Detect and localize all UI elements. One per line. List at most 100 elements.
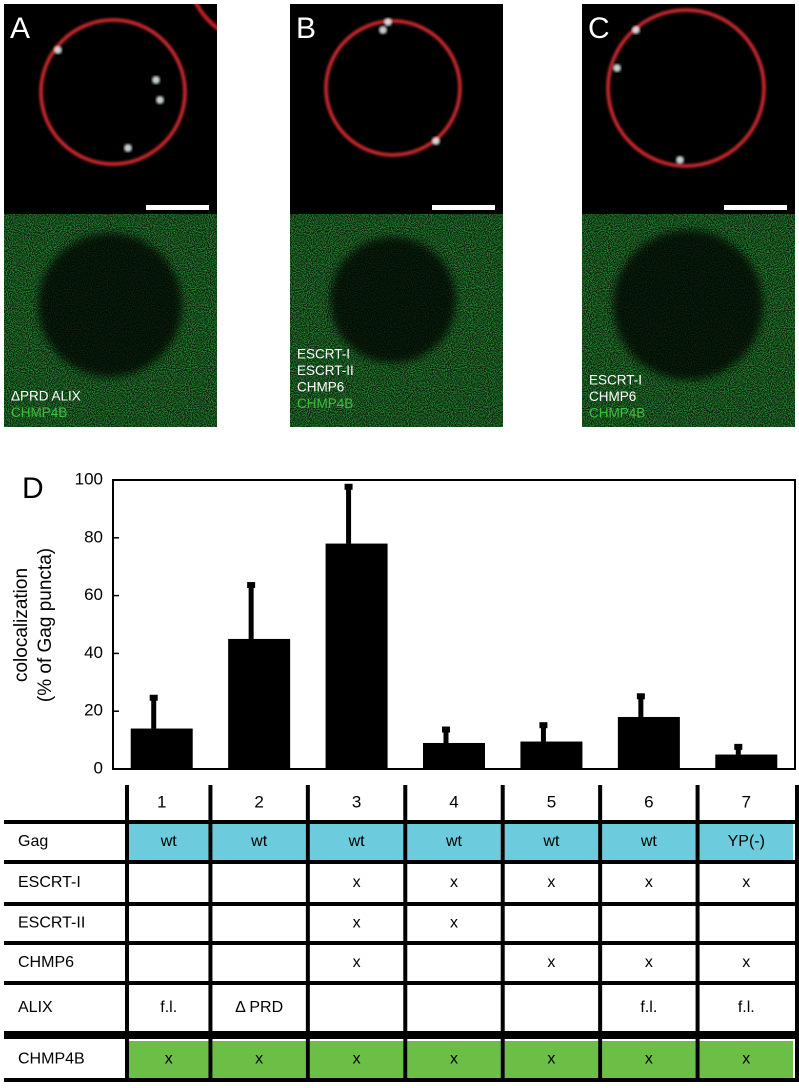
error-cap [149, 694, 158, 701]
cell-fill [129, 1041, 209, 1078]
row-label: Gag [18, 833, 48, 850]
cell-fill [602, 1041, 696, 1078]
cell-fill [407, 824, 501, 860]
y-tick-label: 40 [84, 643, 103, 662]
puncta [676, 156, 684, 164]
column-header: 6 [644, 792, 653, 811]
scale-bar [432, 205, 495, 210]
column-header: 4 [449, 792, 458, 811]
column-header: 2 [254, 792, 263, 811]
red-channel [290, 4, 503, 214]
cell-text: wt [542, 833, 560, 850]
puncta [379, 26, 387, 34]
puncta [613, 64, 621, 72]
row-label: ALIX [18, 999, 53, 1016]
cell-text: x [450, 915, 458, 932]
cell-fill [504, 824, 599, 860]
channel-label: CHMP4B [297, 396, 353, 411]
vesicle-shadow [330, 237, 456, 363]
vesicle-shadow [613, 230, 763, 380]
panel-content [4, 4, 217, 427]
cell-text: f.l. [160, 999, 177, 1016]
error-cap [636, 693, 645, 700]
cell-text: x [742, 1051, 750, 1068]
cell-text: f.l. [738, 999, 755, 1016]
cell-text: x [547, 954, 555, 971]
cell-text: x [165, 1051, 173, 1068]
cell-text: x [255, 1051, 263, 1068]
bar [325, 543, 388, 769]
cell-fill [129, 824, 209, 860]
vesicle-membrane [606, 8, 766, 168]
channel-label: ESCRT-I [297, 347, 350, 362]
panel-content [290, 4, 503, 427]
panel-letter: A [10, 12, 30, 45]
y-tick-label: 60 [84, 585, 103, 604]
cell-fill [212, 1041, 306, 1078]
cell-text: x [645, 954, 653, 971]
channel-label: CHMP6 [589, 389, 636, 404]
cell-text: x [353, 874, 361, 891]
y-tick-label: 80 [84, 527, 103, 546]
channel-label: CHMP6 [297, 380, 344, 395]
red-channel [4, 4, 217, 214]
cell-text: x [547, 1051, 555, 1068]
cell-text: Δ PRD [235, 999, 283, 1016]
y-tick-label: 100 [75, 469, 103, 488]
cell-text: wt [445, 833, 463, 850]
y-tick-label: 20 [84, 701, 103, 720]
cell-text: x [742, 954, 750, 971]
y-axis-label: (% of Gag puncta) [35, 548, 56, 702]
bar [423, 742, 485, 769]
panel-letter: C [588, 12, 610, 45]
error-cap [247, 582, 256, 589]
channel-label: ESCRT-I [589, 373, 642, 388]
cell-text: x [547, 874, 555, 891]
error-cap [442, 726, 450, 733]
cell-text: wt [250, 833, 268, 850]
puncta [384, 18, 392, 26]
bar [130, 728, 193, 769]
puncta [432, 137, 440, 145]
row-label: CHMP4B [18, 1051, 85, 1068]
cell-text: wt [348, 833, 366, 850]
puncta [152, 76, 160, 84]
row-label: ESCRT-I [18, 874, 81, 891]
vesicle-membrane [324, 19, 462, 157]
vesicle-shadow [38, 233, 182, 377]
puncta [54, 46, 62, 54]
column-header: 7 [742, 792, 751, 811]
puncta [156, 96, 164, 104]
column-header: 5 [547, 792, 556, 811]
cell-text: x [645, 1051, 653, 1068]
channel-label: ESCRT-II [297, 363, 354, 378]
error-cap [344, 483, 353, 490]
bar [715, 754, 778, 769]
puncta [124, 144, 132, 152]
cell-text: f.l. [640, 999, 657, 1016]
vesicle-membrane [39, 18, 187, 166]
cell-fill [699, 1041, 793, 1078]
error-cap [539, 722, 548, 729]
cell-fill [407, 1041, 501, 1078]
panel-content [582, 4, 795, 427]
scale-bar [146, 205, 209, 210]
cell-fill [504, 1041, 599, 1078]
plot-frame [112, 479, 796, 770]
cell-fill [602, 824, 696, 860]
bar [228, 638, 291, 769]
y-axis-label: colocalization [11, 568, 32, 682]
cell-fill [699, 824, 793, 860]
panel-letter: D [22, 472, 44, 505]
cell-text: x [450, 1051, 458, 1068]
cell-fill [309, 824, 404, 860]
error-cap [734, 743, 743, 750]
cell-text: x [353, 1051, 361, 1068]
channel-label: CHMP4B [589, 406, 645, 421]
cell-text: x [742, 874, 750, 891]
channel-label: ΔPRD ALIX [11, 389, 81, 404]
bar [617, 716, 680, 769]
